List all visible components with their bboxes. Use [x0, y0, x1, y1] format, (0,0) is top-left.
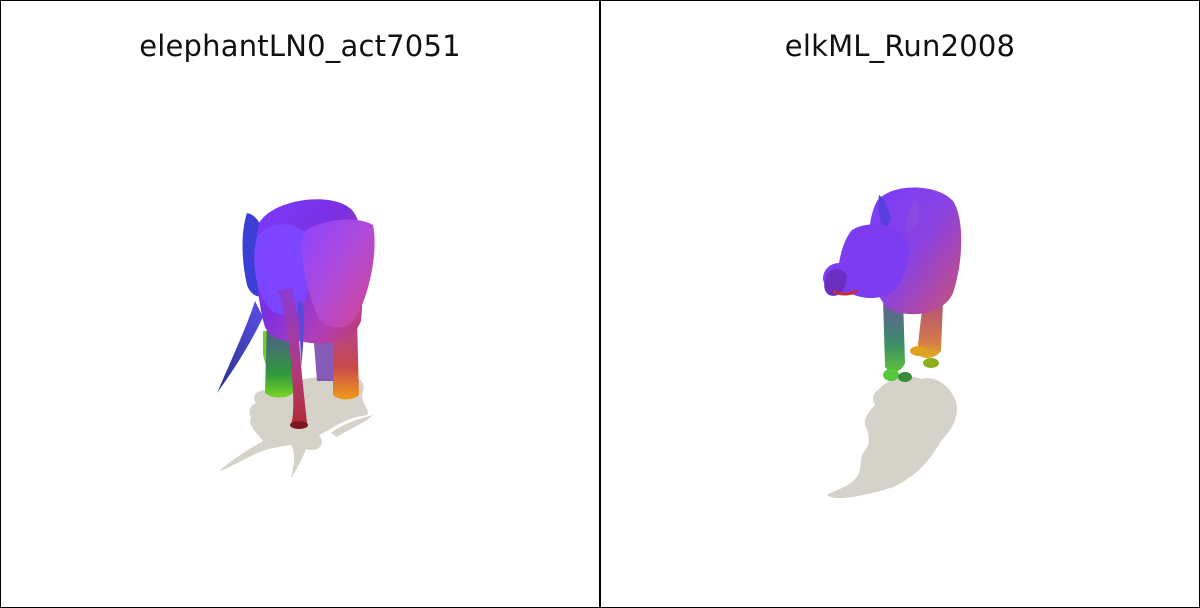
elephant-render: [217, 199, 375, 479]
panel-title: elkML_Run2008: [784, 29, 1016, 63]
panel-elephant: elephantLN0_act7051: [0, 0, 600, 608]
panel-elk: elkML_Run2008: [600, 0, 1200, 608]
panel-title: elephantLN0_act7051: [139, 29, 461, 63]
leg-back-right: [917, 301, 943, 359]
trunk: [277, 287, 307, 429]
elephant-shadow: [219, 377, 373, 479]
elk-shadow: [827, 376, 958, 498]
ear-right: [906, 199, 919, 233]
ear-right: [301, 219, 375, 328]
head: [254, 224, 314, 315]
leg-front-left: [883, 297, 905, 372]
elk-render: [823, 187, 962, 498]
ear-left: [878, 195, 891, 231]
tusk-left: [217, 301, 263, 393]
